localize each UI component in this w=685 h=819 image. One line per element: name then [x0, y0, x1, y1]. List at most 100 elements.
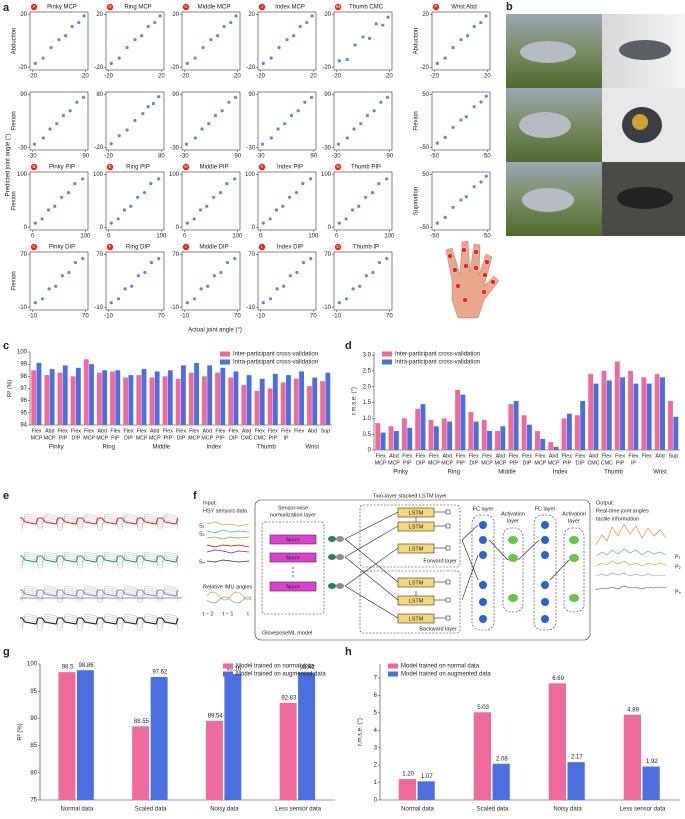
point — [229, 20, 233, 25]
backward-layer — [359, 570, 461, 634]
bar — [393, 431, 399, 450]
point — [77, 20, 81, 25]
bar — [102, 370, 108, 425]
point — [288, 195, 292, 199]
point — [60, 195, 64, 199]
signal-trace — [20, 615, 179, 628]
point — [215, 34, 220, 38]
point — [261, 301, 265, 305]
y-tick-label: 100 — [27, 662, 38, 668]
y-tick-label: -20 — [420, 65, 429, 71]
x-tick-label: IP — [631, 460, 636, 466]
point — [353, 43, 357, 47]
bar — [415, 408, 421, 450]
plot-frame — [431, 11, 491, 71]
bar — [593, 383, 599, 450]
y-tick-label: 85 — [30, 743, 37, 749]
activation-title: layer — [507, 518, 519, 524]
x-tick-label: IP — [284, 435, 289, 441]
badge — [182, 243, 190, 251]
norm-title: normalization layer — [270, 512, 316, 518]
point — [139, 34, 144, 38]
x-tick-label: PIP — [216, 435, 225, 441]
y-tick-label: 0.5 — [363, 432, 372, 438]
bar — [70, 376, 76, 425]
point — [193, 56, 197, 60]
bar — [181, 365, 186, 425]
point — [289, 114, 294, 118]
x-tick-label: Sup — [669, 453, 678, 459]
fc-title: FC layer — [535, 506, 556, 512]
y-tick-label: 95 — [20, 410, 27, 416]
data-label: 4.89 — [627, 707, 639, 713]
bar — [307, 386, 312, 425]
imu-title: Relative IMU angles — [203, 584, 252, 590]
x-tick-label: Abd — [655, 453, 664, 459]
bar — [188, 372, 194, 425]
x-tick-label: PIP — [111, 435, 120, 441]
legend-swatch — [220, 359, 230, 365]
lstm-label: LSTM — [409, 510, 424, 516]
panel-label: g — [3, 646, 10, 658]
x-tick-label: 0 — [335, 234, 339, 240]
y-tick-label: -20 — [94, 145, 103, 151]
activation-title: Activation — [501, 511, 525, 517]
plot-frame — [181, 91, 241, 151]
x-tick-label: Flex — [615, 453, 625, 459]
x-tick-label: 90 — [310, 154, 317, 160]
bar — [141, 369, 147, 425]
bar — [246, 375, 252, 425]
y-axis-label: Supination — [414, 187, 420, 215]
lstm-box — [397, 577, 435, 588]
x-tick-label: MCP — [136, 435, 148, 441]
data-label: 5.03 — [477, 705, 489, 711]
feature-pills — [328, 536, 344, 589]
point — [464, 195, 468, 199]
bar — [115, 370, 121, 425]
bar — [401, 418, 407, 450]
x-tick-label: -20 — [256, 74, 265, 80]
point — [122, 208, 127, 212]
activation-neurons — [508, 536, 579, 602]
point — [269, 56, 273, 60]
point — [109, 221, 113, 225]
forward-layer — [359, 504, 461, 568]
bar — [495, 431, 500, 450]
point — [201, 45, 205, 50]
bar — [566, 413, 572, 450]
legend-label: Inter-participant cross-validation — [233, 352, 318, 358]
badge — [258, 3, 266, 11]
y-tick-label: 90 — [30, 716, 37, 722]
x-tick-label: Flex — [522, 453, 532, 459]
bar — [654, 374, 660, 450]
axis-title: Actual joint angle (°) — [188, 328, 242, 334]
bar — [641, 377, 647, 450]
x-tick-label: MCP — [534, 460, 546, 466]
bar — [136, 375, 142, 425]
sensor-signals — [206, 521, 252, 604]
y-axis-label: Flexion — [414, 111, 420, 130]
bar — [601, 370, 607, 450]
badge — [182, 3, 190, 11]
signal-trace — [20, 557, 179, 561]
badge — [258, 243, 266, 251]
point — [261, 221, 265, 225]
bar — [279, 703, 297, 800]
y-tick-label: -20 — [246, 65, 255, 71]
model-frame — [254, 499, 591, 641]
panel-label: a — [3, 2, 10, 14]
activation-layer — [502, 527, 524, 613]
hand-diagram — [445, 240, 500, 319]
x-tick-label: PIP — [456, 460, 465, 466]
bar — [527, 424, 532, 450]
bar — [407, 427, 413, 450]
y-axis-label: Flexion — [12, 111, 18, 130]
output-traces — [595, 523, 667, 591]
legend-label: Model trained on normal data — [401, 664, 480, 670]
lstm-box — [397, 595, 435, 606]
point — [451, 125, 455, 129]
y-tick-label: -30 — [18, 145, 27, 151]
x-tick-label: MCP — [428, 460, 440, 466]
bar — [205, 720, 223, 800]
point — [136, 195, 140, 199]
